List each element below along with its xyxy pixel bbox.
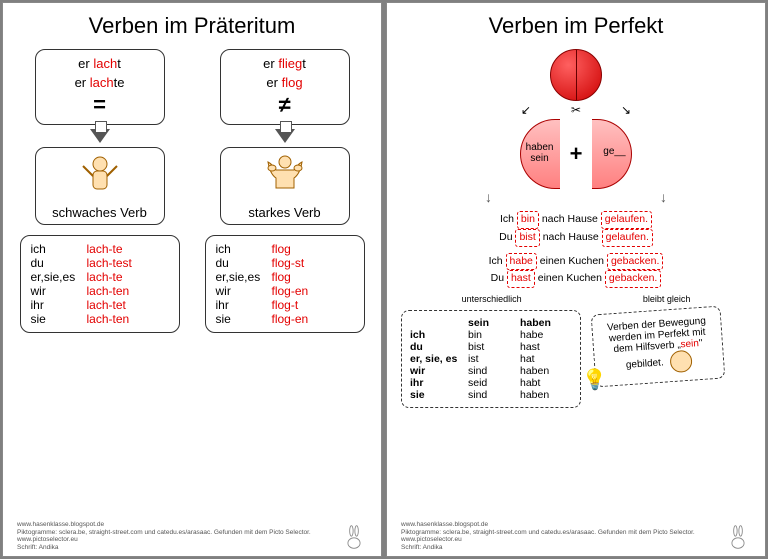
table-row: sielach-ten [25, 312, 175, 326]
weak-verb-label-box: schwaches Verb [35, 147, 165, 225]
half-right-label: ge__ [589, 146, 639, 157]
bunny-icon [341, 524, 367, 550]
arrow-down-icon [275, 129, 295, 143]
table-row: ichlach-te [25, 242, 175, 256]
half-left-icon: haben sein [520, 119, 560, 189]
plus-symbol: + [570, 141, 583, 167]
example-row: er lacht er lachte = schwaches Verb er f… [17, 49, 367, 225]
table-row: dubisthast [410, 341, 572, 353]
scissors-icon: ✂ [571, 103, 581, 117]
not-equals-symbol: ≠ [231, 92, 339, 118]
table-row: ichbinhabe [410, 329, 572, 341]
example-line: Ich bin nach Hause gelaufen. [401, 211, 751, 229]
example-box-weak: er lacht er lachte = [35, 49, 165, 125]
table-row: wirlach-ten [25, 284, 175, 298]
page-title: Verben im Präteritum [17, 13, 367, 39]
bunny-icon [725, 524, 751, 550]
bottom-row: seinhabenichbinhabedubisthaster, sie, es… [401, 310, 751, 408]
table-row: ihrflog-t [210, 298, 360, 312]
example-line: Du bist nach Hause gelaufen. [401, 229, 751, 247]
weak-conjugation-table: ichlach-tedulach-tester,sie,eslach-tewir… [20, 235, 180, 333]
half-right-icon: ge__ [592, 119, 632, 189]
strong-verb-column: er fliegt er flog ≠ starkes Verb [202, 49, 367, 225]
table-row: wirflog-en [210, 284, 360, 298]
table-row: er, sie, esisthat [410, 353, 572, 365]
weak-person-icon [75, 152, 125, 202]
red-ball-icon [550, 49, 602, 101]
lightbulb-icon: 💡 [581, 367, 608, 394]
equals-symbol: = [46, 92, 154, 118]
page-perfekt: Verben im Perfekt ↙ ✂ ↘ haben sein + ge_… [386, 2, 766, 557]
arrow-down-icon: ↓ [660, 189, 667, 205]
table-row: seinhaben [410, 317, 572, 329]
table-row: sieflog-en [210, 312, 360, 326]
weak-verb-column: er lacht er lachte = schwaches Verb [17, 49, 182, 225]
table-row: wirsindhaben [410, 365, 572, 377]
arrow-down-icon: ↓ [485, 189, 492, 205]
page-title: Verben im Perfekt [401, 13, 751, 39]
table-row: ichflog [210, 242, 360, 256]
footer-credits: www.hasenklasse.blogspot.de Piktogramme:… [401, 521, 695, 552]
movement-note: 💡 Verben der Bewegung werden im Perfekt … [591, 306, 726, 388]
table-row: siesindhaben [410, 389, 572, 401]
table-row: ihrseidhabt [410, 377, 572, 389]
conjugation-row: ichlach-tedulach-tester,sie,eslach-tewir… [17, 235, 367, 333]
arrow-down-icon [90, 129, 110, 143]
half-left-label: haben sein [515, 142, 565, 164]
example-box-strong: er fliegt er flog ≠ [220, 49, 350, 125]
arrow-diag-icon: ↙ [521, 103, 531, 117]
footer-credits: www.hasenklasse.blogspot.de Piktogramme:… [17, 521, 311, 552]
table-row: ihrlach-tet [25, 298, 175, 312]
example-line: Ich habe einen Kuchen gebacken. [401, 253, 751, 271]
table-row: er,sie,esflog [210, 270, 360, 284]
strong-conjugation-table: ichflogduflog-ster,sie,esflogwirflog-eni… [205, 235, 365, 333]
sein-haben-table: seinhabenichbinhabedubisthaster, sie, es… [401, 310, 581, 408]
strong-person-icon [260, 152, 310, 202]
face-icon [670, 350, 693, 373]
example-sentences-2: Ich habe einen Kuchen gebacken.Du hast e… [401, 253, 751, 289]
example-sentences-1: Ich bin nach Hause gelaufen.Du bist nach… [401, 211, 751, 247]
example-line: Du hast einen Kuchen gebacken. [401, 270, 751, 288]
halves-row: haben sein + ge__ [401, 119, 751, 189]
table-row: dulach-test [25, 256, 175, 270]
page-praeteritum: Verben im Präteritum er lacht er lachte … [2, 2, 382, 557]
table-row: duflog-st [210, 256, 360, 270]
strong-verb-label-box: starkes Verb [220, 147, 350, 225]
annotation-row: unterschiedlich bleibt gleich [401, 294, 751, 304]
table-row: er,sie,eslach-te [25, 270, 175, 284]
arrow-diag-icon: ↘ [621, 103, 631, 117]
